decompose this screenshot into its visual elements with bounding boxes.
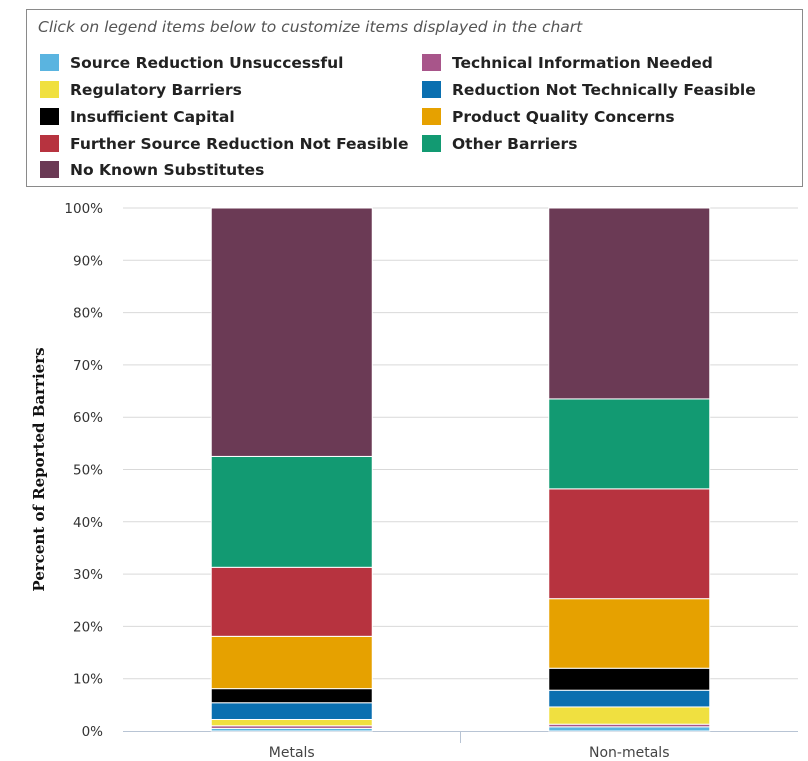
legend-label: Technical Information Needed	[452, 54, 713, 72]
bar-segment	[210, 688, 373, 704]
legend-swatch	[40, 108, 59, 125]
bar-segment	[210, 455, 373, 568]
legend-label: Reduction Not Technically Feasible	[452, 81, 756, 99]
x-category-label: Non-metals	[589, 745, 669, 761]
legend-label: Regulatory Barriers	[70, 81, 242, 99]
bar-segment	[210, 207, 373, 457]
bar-segment	[210, 702, 373, 720]
y-tick-label: 30%	[73, 567, 103, 583]
legend-label: Product Quality Concerns	[452, 108, 675, 126]
legend-swatch	[422, 81, 441, 98]
bar-segment	[548, 488, 711, 600]
legend-swatch	[40, 135, 59, 152]
x-category-label: Metals	[269, 745, 315, 761]
y-tick-label: 10%	[73, 672, 103, 688]
bar-segment	[548, 598, 711, 669]
legend-swatch	[422, 108, 441, 125]
legend-swatch	[422, 135, 441, 152]
y-tick-label: 20%	[73, 619, 103, 635]
bar-segment	[210, 718, 373, 727]
legend-label: Further Source Reduction Not Feasible	[70, 135, 409, 153]
y-tick-label: 50%	[73, 463, 103, 479]
y-tick-label: 70%	[73, 358, 103, 374]
legend-swatch	[422, 54, 441, 71]
y-tick-label: 100%	[64, 201, 103, 217]
legend-label: Source Reduction Unsuccessful	[70, 54, 344, 72]
legend-hint: Click on legend items below to customize…	[38, 18, 583, 36]
y-tick-label: 80%	[73, 306, 103, 322]
y-tick-label: 40%	[73, 515, 103, 531]
bar-segment	[548, 726, 711, 732]
bar-segment	[210, 566, 373, 637]
bar-segment	[548, 689, 711, 708]
legend-swatch	[40, 54, 59, 71]
y-tick-label: 0%	[82, 724, 104, 740]
legend-label: Other Barriers	[452, 135, 578, 153]
legend: Click on legend items below to customize…	[26, 9, 803, 187]
bar-segment	[210, 635, 373, 690]
y-axis-title: Percent of Reported Barriers	[30, 347, 48, 591]
legend-swatch	[40, 81, 59, 98]
y-tick-label: 60%	[73, 410, 103, 426]
bar-segment	[548, 207, 711, 400]
legend-swatch	[40, 161, 59, 178]
legend-label: Insufficient Capital	[70, 108, 235, 126]
bar-segment	[548, 706, 711, 725]
legend-label: No Known Substitutes	[70, 161, 265, 179]
bar-segment	[548, 667, 711, 691]
bar-segment	[548, 398, 711, 490]
y-tick-label: 90%	[73, 253, 103, 269]
